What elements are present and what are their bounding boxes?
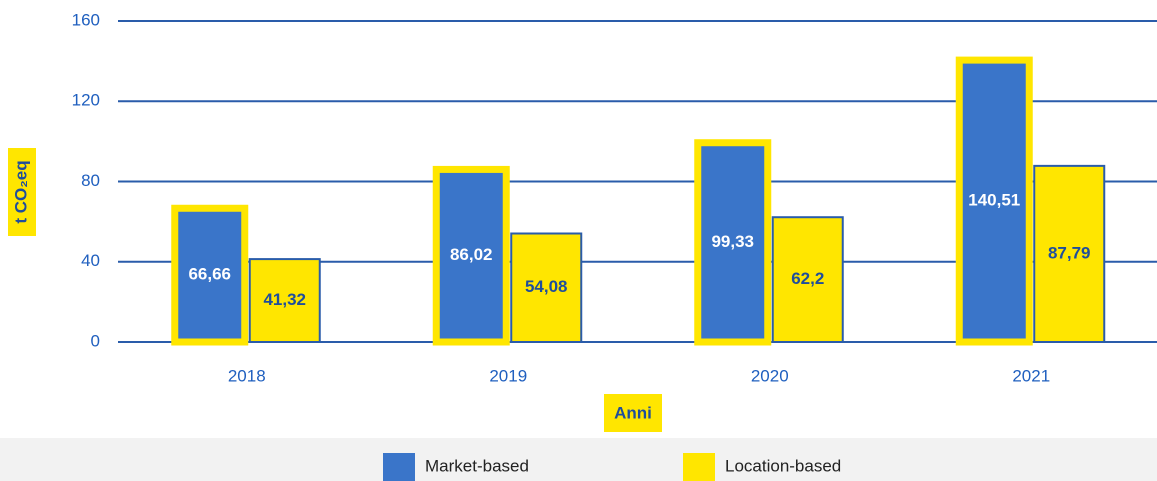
data-label: 66,66 <box>188 265 231 284</box>
bar <box>694 139 772 346</box>
data-label: 54,08 <box>525 277 568 296</box>
x-axis-label: Anni <box>614 403 652 422</box>
x-label-box <box>604 394 662 432</box>
data-label: 41,32 <box>263 290 306 309</box>
data-label: 62,2 <box>791 269 824 288</box>
x-tick-label: 2018 <box>228 366 266 385</box>
y-axis-label: t CO₂eq <box>11 160 30 223</box>
data-label: 86,02 <box>450 245 493 264</box>
legend-swatch <box>683 453 715 481</box>
bar <box>248 258 321 343</box>
x-tick-label: 2019 <box>489 366 527 385</box>
y-tick-label: 80 <box>81 171 100 190</box>
y-tick-label: 160 <box>72 10 100 29</box>
legend-label: Market-based <box>425 456 529 475</box>
y-tick-label: 0 <box>91 331 100 350</box>
bar <box>955 56 1033 346</box>
data-label: 140,51 <box>968 191 1020 210</box>
bar <box>771 216 844 343</box>
legend-band <box>0 438 1157 481</box>
y-tick-label: 40 <box>81 251 100 270</box>
bar <box>432 165 510 346</box>
bar <box>1033 164 1106 343</box>
legend-label: Location-based <box>725 456 841 475</box>
data-label: 99,33 <box>711 232 754 251</box>
y-label-box <box>8 148 36 236</box>
bar <box>171 204 249 346</box>
data-label: 87,79 <box>1048 243 1091 262</box>
x-tick-label: 2020 <box>751 366 789 385</box>
legend-swatch <box>383 453 415 481</box>
bar <box>510 232 583 343</box>
x-tick-label: 2021 <box>1012 366 1050 385</box>
y-tick-label: 120 <box>72 91 100 110</box>
